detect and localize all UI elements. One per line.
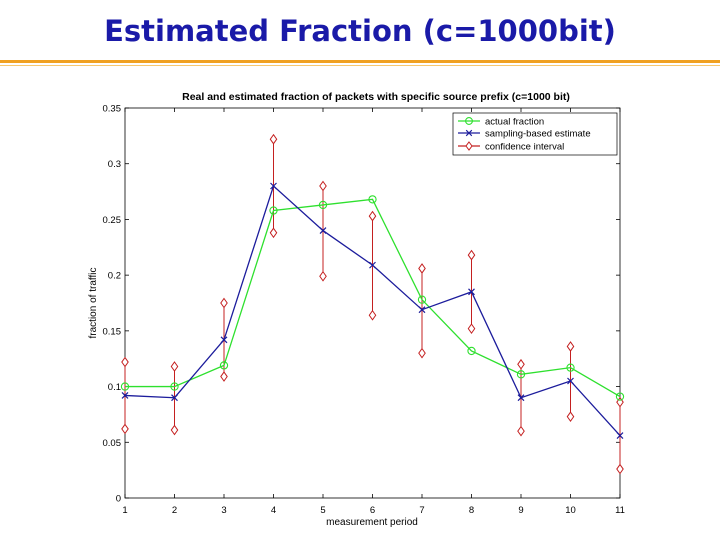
estimate-point bbox=[220, 336, 228, 344]
x-tick-label: 9 bbox=[518, 505, 523, 516]
ci-upper-marker bbox=[517, 358, 525, 370]
ci-lower-marker bbox=[566, 411, 575, 423]
estimate-point bbox=[319, 227, 327, 234]
ci-lower-marker bbox=[467, 323, 476, 334]
title-underline bbox=[0, 60, 720, 63]
x-tick-label: 11 bbox=[615, 505, 625, 516]
x-tick-label: 2 bbox=[172, 505, 177, 516]
y-tick-label: 0.15 bbox=[103, 326, 122, 337]
ci-lower-marker bbox=[616, 463, 624, 475]
y-tick-label: 0.25 bbox=[103, 215, 122, 226]
ci-upper-marker bbox=[467, 249, 476, 261]
estimate-point bbox=[270, 182, 277, 190]
actual-fraction-point bbox=[467, 346, 476, 356]
ci-lower-marker bbox=[517, 425, 525, 437]
estimate-point bbox=[567, 377, 574, 385]
confidence-intervals bbox=[121, 133, 624, 475]
legend-estimate-label: sampling-based estimate bbox=[485, 129, 591, 140]
actual-fraction-point bbox=[566, 363, 575, 372]
ci-upper-marker bbox=[170, 361, 179, 372]
ci-upper-marker bbox=[269, 133, 278, 145]
y-tick-label: 0.3 bbox=[108, 159, 121, 170]
actual-fraction-point bbox=[318, 200, 328, 210]
ci-lower-marker bbox=[418, 347, 426, 359]
ci-lower-marker bbox=[220, 371, 228, 382]
ci-lower-marker bbox=[269, 227, 278, 239]
ci-lower-marker bbox=[368, 309, 377, 321]
x-tick-label: 4 bbox=[271, 505, 276, 516]
slide-title: Estimated Fraction (c=1000bit) bbox=[104, 14, 616, 48]
actual-fraction-line bbox=[125, 198, 621, 398]
y-axis-label: fraction of traffic bbox=[88, 268, 99, 339]
legend-box bbox=[452, 112, 618, 156]
y-tick-label: 0 bbox=[116, 494, 121, 505]
actual-fraction-point bbox=[615, 392, 625, 401]
legend-actual-label: actual fraction bbox=[485, 117, 544, 128]
y-tick-label: 0.05 bbox=[103, 438, 122, 449]
title-underline-thin bbox=[0, 65, 720, 66]
ci-upper-marker bbox=[368, 210, 377, 222]
ci-upper-marker bbox=[121, 356, 129, 368]
ci-upper-marker bbox=[418, 263, 426, 274]
actual-fraction-point bbox=[368, 195, 377, 204]
chart-title: Real and estimated fraction of packets w… bbox=[182, 91, 570, 103]
series-layer bbox=[120, 182, 625, 440]
estimate-point bbox=[121, 392, 129, 399]
estimate-point bbox=[517, 394, 525, 402]
y-axis: 0 0.05 0.1 0.15 0.2 0.25 0.3 0.35 bbox=[103, 104, 620, 505]
ci-lower-marker bbox=[319, 270, 327, 282]
actual-fraction-point bbox=[269, 206, 278, 215]
actual-fraction-point bbox=[417, 295, 427, 304]
ci-upper-marker bbox=[566, 341, 575, 352]
ci-lower-marker bbox=[170, 424, 179, 436]
legend-actual-marker bbox=[465, 117, 473, 125]
estimate-point bbox=[418, 306, 426, 314]
x-tick-label: 6 bbox=[370, 505, 375, 516]
actual-fraction-point bbox=[120, 382, 130, 391]
estimate-point bbox=[616, 432, 624, 440]
x-tick-label: 3 bbox=[221, 505, 226, 516]
actual-fraction-point bbox=[170, 382, 179, 391]
estimate-point bbox=[468, 288, 475, 296]
y-tick-label: 0.1 bbox=[108, 382, 121, 393]
legend-ci-marker bbox=[465, 141, 473, 151]
ci-upper-marker bbox=[220, 297, 228, 309]
ci-upper-marker bbox=[319, 180, 327, 192]
x-tick-label: 7 bbox=[419, 505, 424, 516]
x-tick-label: 5 bbox=[320, 505, 325, 516]
y-tick-label: 0.35 bbox=[103, 104, 122, 115]
x-tick-label: 8 bbox=[469, 505, 474, 516]
x-axis-label: measurement period bbox=[326, 517, 418, 528]
x-tick-label: 1 bbox=[122, 505, 127, 516]
ci-lower-marker bbox=[121, 423, 129, 435]
legend-estimate-marker bbox=[465, 129, 473, 137]
y-tick-label: 0.2 bbox=[108, 271, 121, 282]
estimate-point bbox=[369, 261, 376, 269]
legend-ci-label: confidence interval bbox=[485, 142, 564, 153]
estimate-point bbox=[171, 394, 178, 402]
actual-fraction-point bbox=[516, 370, 526, 379]
x-axis: 1 2 3 4 5 6 7 8 9 10 11 bbox=[122, 108, 625, 516]
x-tick-label: 10 bbox=[565, 505, 576, 516]
actual-fraction-point bbox=[219, 361, 229, 370]
